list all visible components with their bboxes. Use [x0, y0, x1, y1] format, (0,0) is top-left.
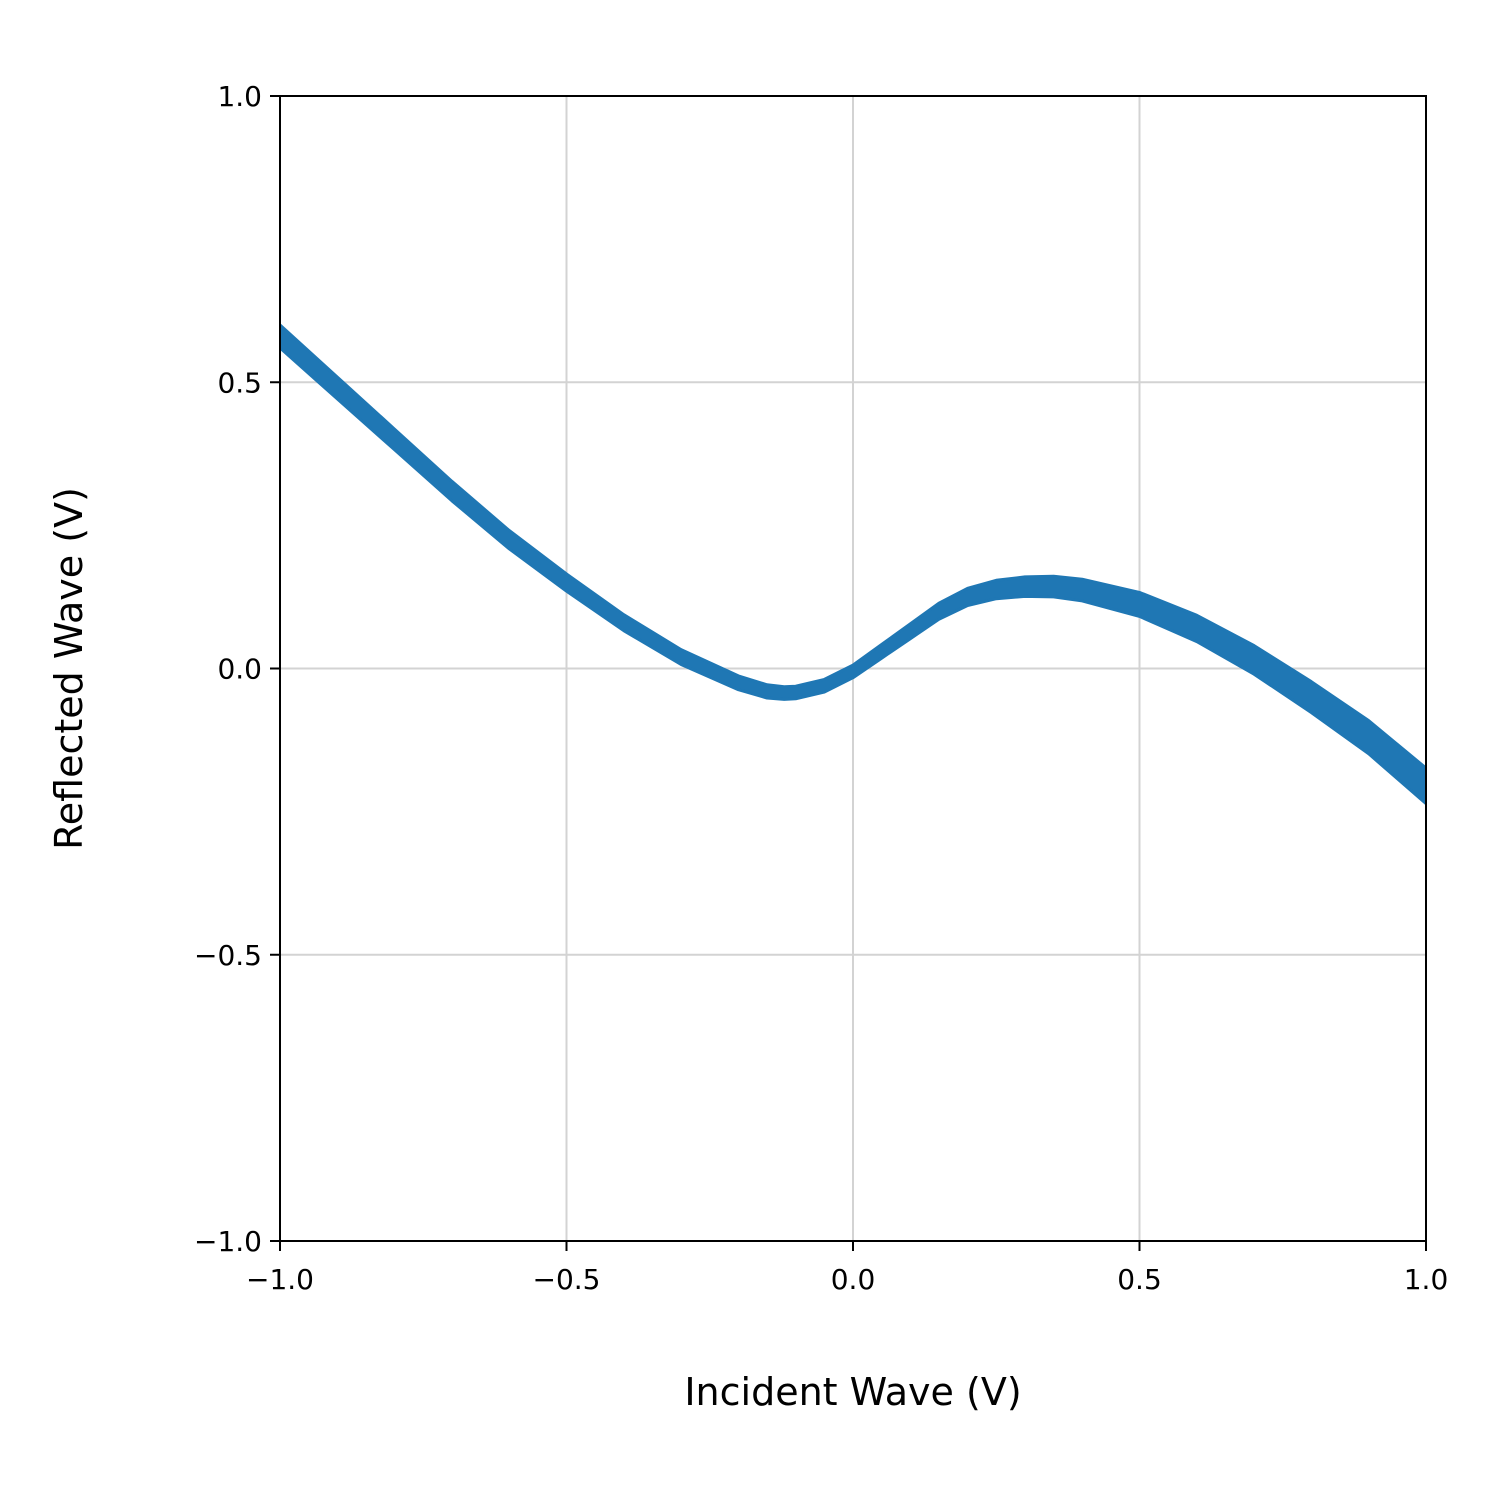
x-axis-title: Incident Wave (V): [684, 1370, 1021, 1414]
y-tick-label: −0.5: [194, 939, 262, 972]
y-tick-label: 0.0: [217, 653, 262, 686]
tick-layer: −1.0 −0.5 0.0 0.5 1.0 −1.0 −0.5 0.0 0.5 1.0: [194, 80, 1448, 1296]
x-tick-label: 1.0: [1404, 1263, 1449, 1296]
y-tick-label: 0.5: [217, 366, 262, 399]
y-tick-label: −1.0: [194, 1225, 262, 1258]
x-tick-label: −0.5: [533, 1263, 601, 1296]
data-series-band: [280, 323, 1426, 806]
y-tick-label: 1.0: [217, 80, 262, 113]
x-tick-label: 0.5: [1117, 1263, 1162, 1296]
y-axis-title: Reflected Wave (V): [47, 487, 91, 850]
x-tick-label: 0.0: [831, 1263, 876, 1296]
data-layer: [280, 323, 1426, 806]
x-tick-label: −1.0: [246, 1263, 314, 1296]
